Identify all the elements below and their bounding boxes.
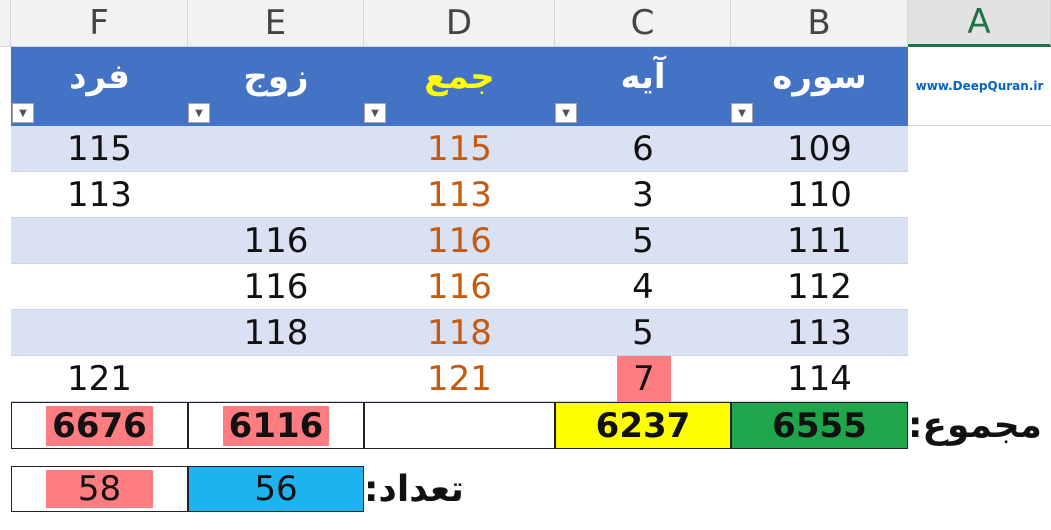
count-odd-value: 58 xyxy=(46,469,153,509)
total-surah[interactable]: 6555 xyxy=(731,402,908,449)
cell-sum[interactable]: 116 xyxy=(427,221,492,261)
total-even-value: 6116 xyxy=(222,405,330,446)
header-surah: سوره xyxy=(772,57,867,97)
header-sum: جمع xyxy=(424,57,495,97)
cell-odd[interactable] xyxy=(11,310,188,356)
column-header-c[interactable]: C xyxy=(555,0,731,47)
cell-ayah[interactable]: 3 xyxy=(632,175,654,215)
column-header-d[interactable]: D xyxy=(364,0,555,47)
cell-odd[interactable]: 113 xyxy=(67,175,132,215)
cell-sum[interactable]: 113 xyxy=(427,175,492,215)
cell-ayah[interactable]: 6 xyxy=(632,129,654,169)
cell-sum[interactable]: 121 xyxy=(427,359,492,399)
header-even: زوج xyxy=(243,57,309,97)
cell-even[interactable] xyxy=(188,126,364,172)
cell-sum[interactable]: 115 xyxy=(427,129,492,169)
count-even[interactable]: 56 xyxy=(188,466,364,512)
cell-sum[interactable]: 118 xyxy=(427,313,492,353)
cell-odd[interactable] xyxy=(11,218,188,264)
corner-cell xyxy=(0,0,11,47)
chevron-down-icon: ▼ xyxy=(738,107,746,119)
cell-ayah[interactable]: 4 xyxy=(632,267,654,307)
cell-surah[interactable]: 110 xyxy=(787,175,852,215)
cell-ayah[interactable]: 5 xyxy=(632,221,654,261)
chevron-down-icon: ▼ xyxy=(371,107,379,119)
column-header-e[interactable]: E xyxy=(188,0,364,47)
totals-label: مجموع: xyxy=(908,405,1042,446)
total-odd[interactable]: 6676 xyxy=(11,402,188,449)
filter-dropdown-surah[interactable]: ▼ xyxy=(731,103,753,123)
cell-surah[interactable]: 109 xyxy=(787,129,852,169)
table-row xyxy=(11,126,908,172)
cell-surah[interactable]: 114 xyxy=(787,359,852,399)
cell-sum[interactable]: 116 xyxy=(427,267,492,307)
cell-even[interactable]: 116 xyxy=(243,221,309,261)
cell-surah[interactable]: 113 xyxy=(787,313,852,353)
table-row xyxy=(11,218,908,264)
total-ayah[interactable]: 6237 xyxy=(555,402,731,449)
header-odd: فرد xyxy=(69,57,130,97)
cell-ayah[interactable]: 5 xyxy=(632,313,654,353)
cell-odd[interactable]: 121 xyxy=(67,359,132,399)
count-odd[interactable]: 58 xyxy=(11,466,188,512)
table-row xyxy=(11,356,908,402)
cell-odd[interactable] xyxy=(11,264,188,310)
cell-even[interactable]: 116 xyxy=(243,267,309,307)
cell-even[interactable] xyxy=(188,356,364,402)
cell-surah[interactable]: 112 xyxy=(787,267,852,307)
column-header-b[interactable]: B xyxy=(731,0,908,47)
filter-dropdown-ayah[interactable]: ▼ xyxy=(555,103,577,123)
total-even[interactable]: 6116 xyxy=(188,402,364,449)
chevron-down-icon: ▼ xyxy=(562,107,570,119)
column-header-f[interactable]: F xyxy=(11,0,188,47)
table-row xyxy=(11,264,908,310)
cell-even[interactable]: 118 xyxy=(243,313,309,353)
cell-even[interactable] xyxy=(188,172,364,218)
filter-dropdown-even[interactable]: ▼ xyxy=(188,103,210,123)
total-odd-value: 6676 xyxy=(46,405,153,446)
table-row xyxy=(11,310,908,356)
counts-label: تعداد: xyxy=(364,468,464,510)
table-row xyxy=(11,172,908,218)
filter-dropdown-sum[interactable]: ▼ xyxy=(364,103,386,123)
column-header-a[interactable]: A xyxy=(908,0,1051,47)
header-ayah: آیه xyxy=(620,57,666,97)
chevron-down-icon: ▼ xyxy=(195,107,203,119)
cell-ayah[interactable]: 7 xyxy=(617,356,671,402)
total-sum[interactable] xyxy=(364,402,555,449)
cell-surah[interactable]: 111 xyxy=(787,221,852,261)
chevron-down-icon: ▼ xyxy=(19,107,27,119)
filter-dropdown-odd[interactable]: ▼ xyxy=(12,103,34,123)
table-header xyxy=(11,47,908,126)
website-link[interactable]: www.DeepQuran.ir xyxy=(908,47,1051,126)
cell-odd[interactable]: 115 xyxy=(67,129,132,169)
